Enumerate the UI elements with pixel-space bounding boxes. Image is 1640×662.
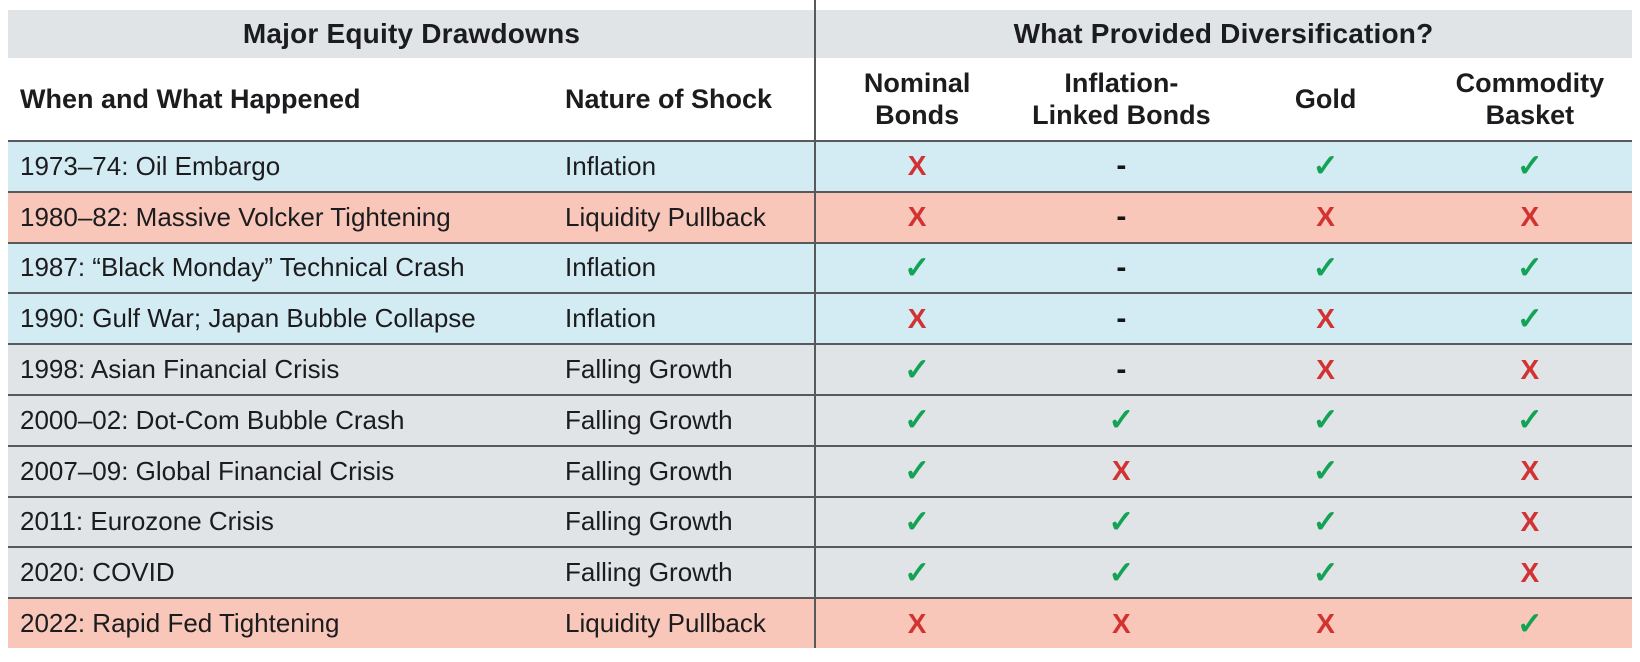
- event-cell: 2011: Eurozone Crisis: [20, 506, 274, 537]
- shock-cell: Liquidity Pullback: [565, 608, 766, 639]
- cross-icon: X: [907, 607, 927, 639]
- cross-icon: X: [907, 150, 927, 182]
- column-header-gold: Gold: [1294, 84, 1357, 114]
- check-icon: ✓: [1312, 402, 1339, 438]
- table-row: 1990: Gulf War; Japan Bubble Collapse Inf…: [8, 292, 1632, 344]
- event-cell: 1990: Gulf War; Japan Bubble Collapse: [20, 303, 476, 334]
- check-icon: ✓: [1312, 554, 1339, 590]
- check-icon: ✓: [1312, 249, 1339, 285]
- check-icon: ✓: [1312, 503, 1339, 539]
- column-header-nominal-bonds: Nominal Bonds: [863, 68, 971, 130]
- cross-icon: X: [1316, 353, 1335, 385]
- column-header-nature-of-shock: Nature of Shock: [565, 83, 773, 114]
- cross-icon: X: [907, 302, 927, 334]
- shock-cell: Liquidity Pullback: [565, 201, 766, 232]
- shock-cell: Inflation: [565, 150, 657, 181]
- cross-icon: X: [1112, 607, 1131, 639]
- column-header-when-and-what-happened: When and What Happened: [20, 83, 361, 114]
- dash-icon: -: [1116, 352, 1127, 386]
- shock-cell: Falling Growth: [565, 506, 733, 537]
- check-icon: ✓: [1516, 300, 1543, 336]
- table-row: 1987: “Black Monday” Technical Crash Infl…: [8, 241, 1632, 293]
- event-cell: 1987: “Black Monday” Technical Crash: [20, 252, 465, 283]
- check-icon: ✓: [904, 554, 931, 590]
- event-cell: 1998: Asian Financial Crisis: [20, 354, 340, 385]
- cross-icon: X: [907, 201, 927, 233]
- shock-cell: Falling Growth: [565, 455, 733, 486]
- column-header-commodity-basket: Commodity Basket: [1455, 68, 1605, 130]
- check-icon: ✓: [1516, 402, 1543, 438]
- cross-icon: X: [1520, 556, 1540, 588]
- event-cell: 1980–82: Massive Volcker Tightening: [20, 201, 451, 232]
- table-body: 1973–74: Oil Embargo Inflation X - ✓ ✓ 1980–82…: [8, 140, 1632, 648]
- diversification-table: Major Equity Drawdowns What Provided Div…: [8, 0, 1632, 648]
- check-icon: ✓: [1108, 402, 1135, 438]
- shock-cell: Inflation: [565, 252, 657, 283]
- cross-icon: X: [1316, 302, 1335, 334]
- check-icon: ✓: [904, 249, 931, 285]
- check-icon: ✓: [1516, 148, 1543, 184]
- table-row: 2007–09: Global Financial Crisis Falling …: [8, 444, 1632, 496]
- column-header-inflation-linked-bonds: Inflation- Linked Bonds: [1032, 68, 1211, 130]
- column-header-row: When and What Happened Nature of Shock N…: [8, 58, 1632, 140]
- event-cell: 1973–74: Oil Embargo: [20, 150, 281, 181]
- event-cell: 2000–02: Dot-Com Bubble Crash: [20, 404, 405, 435]
- dash-icon: -: [1116, 149, 1127, 183]
- dash-icon: -: [1116, 250, 1127, 284]
- event-cell: 2022: Rapid Fed Tightening: [20, 608, 340, 639]
- check-icon: ✓: [1312, 453, 1339, 489]
- table-row: 1973–74: Oil Embargo Inflation X - ✓ ✓: [8, 140, 1632, 191]
- check-icon: ✓: [904, 351, 931, 387]
- table-row: 2011: Eurozone Crisis Falling Growth ✓ ✓ ✓ X: [8, 495, 1632, 547]
- table-row: 2022: Rapid Fed Tightening Liquidity Pull…: [8, 597, 1632, 648]
- shock-cell: Falling Growth: [565, 404, 733, 435]
- dash-icon: -: [1116, 200, 1127, 234]
- check-icon: ✓: [1312, 148, 1339, 184]
- group-header-what-provided-diversification: What Provided Diversification?: [815, 10, 1632, 58]
- table-row: 1998: Asian Financial Crisis Falling Grow…: [8, 343, 1632, 394]
- cross-icon: X: [1316, 607, 1335, 639]
- check-icon: ✓: [904, 503, 931, 539]
- check-icon: ✓: [1108, 554, 1135, 590]
- table-row: 2020: COVID Falling Growth ✓ ✓ ✓ X: [8, 546, 1632, 598]
- cross-icon: X: [1316, 201, 1335, 233]
- cross-icon: X: [1520, 353, 1540, 385]
- cross-icon: X: [1520, 505, 1540, 537]
- section-divider-line: [814, 0, 816, 648]
- event-cell: 2020: COVID: [20, 557, 175, 588]
- check-icon: ✓: [1108, 503, 1135, 539]
- cross-icon: X: [1520, 455, 1540, 487]
- table-row: 2000–02: Dot-Com Bubble Crash Falling Gro…: [8, 393, 1632, 445]
- shock-cell: Inflation: [565, 303, 657, 334]
- check-icon: ✓: [1516, 605, 1543, 641]
- check-icon: ✓: [904, 453, 931, 489]
- check-icon: ✓: [904, 402, 931, 438]
- check-icon: ✓: [1516, 249, 1543, 285]
- group-header-row: Major Equity Drawdowns What Provided Div…: [8, 10, 1632, 58]
- cross-icon: X: [1112, 455, 1131, 487]
- table-row: 1980–82: Massive Volcker Tightening Liqui…: [8, 190, 1632, 242]
- event-cell: 2007–09: Global Financial Crisis: [20, 455, 395, 486]
- group-header-major-equity-drawdowns: Major Equity Drawdowns: [8, 10, 815, 58]
- dash-icon: -: [1116, 301, 1127, 335]
- shock-cell: Falling Growth: [565, 354, 733, 385]
- cross-icon: X: [1520, 201, 1540, 233]
- shock-cell: Falling Growth: [565, 557, 733, 588]
